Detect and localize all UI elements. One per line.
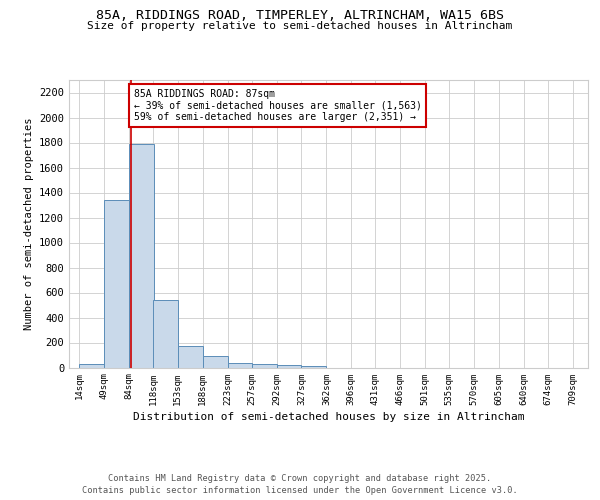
Bar	[129, 144, 154, 368]
Bar	[227, 363, 253, 368]
Bar	[153, 300, 178, 368]
Bar	[178, 346, 203, 368]
Text: Contains public sector information licensed under the Open Government Licence v3: Contains public sector information licen…	[82, 486, 518, 495]
Bar	[79, 364, 104, 368]
Text: Contains HM Land Registry data © Crown copyright and database right 2025.: Contains HM Land Registry data © Crown c…	[109, 474, 491, 483]
Text: 85A, RIDDINGS ROAD, TIMPERLEY, ALTRINCHAM, WA15 6BS: 85A, RIDDINGS ROAD, TIMPERLEY, ALTRINCHA…	[96, 9, 504, 22]
Y-axis label: Number of semi-detached properties: Number of semi-detached properties	[23, 118, 34, 330]
Bar	[104, 200, 129, 368]
Bar	[252, 364, 277, 368]
Bar	[203, 356, 227, 368]
Text: 85A RIDDINGS ROAD: 87sqm
← 39% of semi-detached houses are smaller (1,563)
59% o: 85A RIDDINGS ROAD: 87sqm ← 39% of semi-d…	[134, 89, 422, 122]
X-axis label: Distribution of semi-detached houses by size in Altrincham: Distribution of semi-detached houses by …	[133, 412, 524, 422]
Bar	[301, 366, 326, 368]
Bar	[277, 365, 301, 368]
Text: Size of property relative to semi-detached houses in Altrincham: Size of property relative to semi-detach…	[88, 21, 512, 31]
